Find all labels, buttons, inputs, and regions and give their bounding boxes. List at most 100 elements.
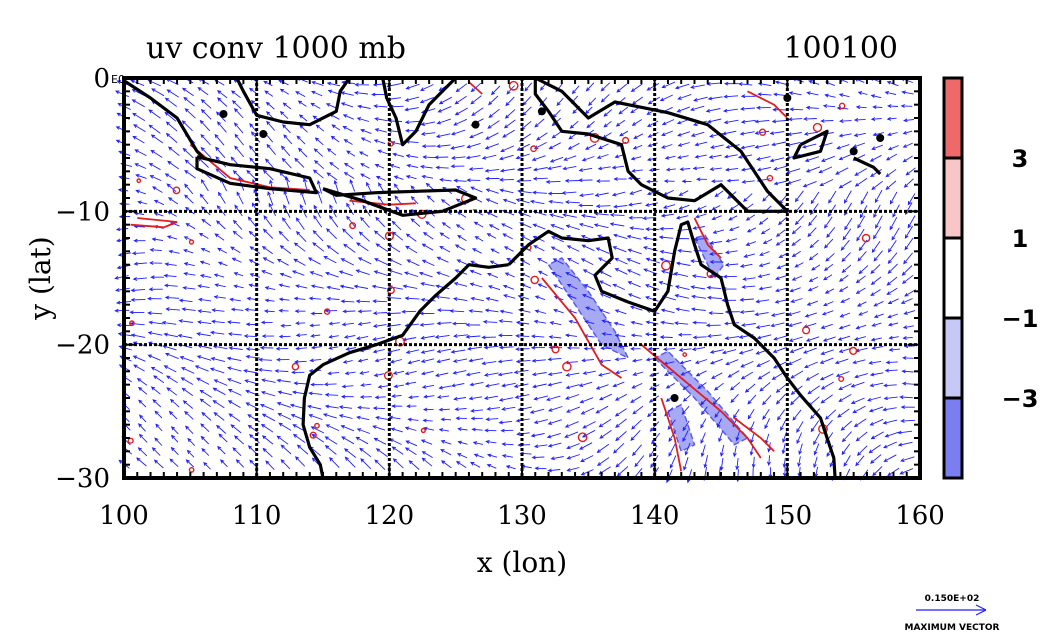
wind-vector xyxy=(340,299,355,304)
wind-vector xyxy=(728,215,738,221)
wind-vector xyxy=(310,426,325,434)
wind-vector xyxy=(808,253,819,261)
wind-vector xyxy=(419,96,434,104)
wind-vector xyxy=(609,212,625,217)
wind-vector xyxy=(787,117,803,122)
wind-vector xyxy=(341,436,355,445)
coastline xyxy=(322,187,478,217)
wind-vector xyxy=(841,252,851,262)
wind-vector xyxy=(531,358,547,363)
wind-vector xyxy=(231,257,242,263)
wind-vector xyxy=(889,216,898,231)
wind-vector xyxy=(150,275,164,280)
wind-vector xyxy=(153,375,165,384)
wind-vector xyxy=(837,335,851,341)
wind-vector xyxy=(841,443,851,456)
wind-vector xyxy=(342,359,353,364)
wind-vector xyxy=(595,204,611,209)
wind-vector xyxy=(312,169,324,179)
wind-vector xyxy=(264,298,275,303)
wind-vector xyxy=(267,191,274,206)
wind-vector xyxy=(130,333,146,338)
wind-vector xyxy=(481,361,497,366)
wind-vector xyxy=(747,394,757,405)
positive-contour xyxy=(640,344,762,459)
wind-vector xyxy=(645,257,660,264)
wind-vector xyxy=(333,179,339,193)
wind-vector xyxy=(693,96,708,102)
wind-vector xyxy=(549,156,564,163)
wind-vector xyxy=(714,190,724,198)
contour-blob xyxy=(188,466,195,473)
wind-vector xyxy=(758,262,771,267)
wind-vector xyxy=(197,284,210,289)
wind-vector xyxy=(406,404,417,409)
wind-vector xyxy=(293,381,308,386)
wind-vector xyxy=(884,431,899,438)
wind-vector xyxy=(835,167,849,175)
wind-vector xyxy=(805,166,821,173)
wind-vector xyxy=(694,154,707,159)
wind-vector xyxy=(790,370,804,379)
wind-vector xyxy=(151,88,165,97)
wind-vector xyxy=(813,443,820,456)
wind-vector xyxy=(790,298,803,303)
wind-vector xyxy=(823,263,834,272)
wind-vector xyxy=(788,336,803,342)
wind-vector xyxy=(436,144,451,149)
wind-vector xyxy=(485,132,499,140)
wind-vector xyxy=(757,273,771,278)
wind-vector xyxy=(180,377,194,385)
wind-vector xyxy=(485,439,497,444)
wind-vector xyxy=(306,404,322,410)
wind-vector xyxy=(391,446,404,455)
wind-vector xyxy=(871,180,883,191)
wind-vector xyxy=(565,406,581,413)
wind-vector xyxy=(374,358,386,363)
wind-vector xyxy=(566,454,580,460)
wind-vector xyxy=(659,226,674,231)
wind-vector xyxy=(166,235,178,240)
wind-vector xyxy=(580,213,596,218)
wind-vector xyxy=(775,229,786,237)
wind-vector xyxy=(871,322,882,327)
wind-vector xyxy=(899,395,913,400)
wind-vector xyxy=(197,297,212,302)
wind-vector xyxy=(278,308,289,313)
wind-vector xyxy=(280,323,292,328)
wind-vector xyxy=(631,358,643,363)
wind-vector xyxy=(552,308,564,314)
wind-vector xyxy=(164,111,177,122)
wind-vector xyxy=(150,134,163,144)
wind-vector xyxy=(678,204,690,210)
wind-vector xyxy=(454,407,467,412)
wind-vector xyxy=(349,179,356,192)
coastline xyxy=(235,77,351,127)
wind-vector xyxy=(260,390,276,397)
wind-vector xyxy=(199,389,212,398)
wind-vector xyxy=(356,415,370,421)
wind-vector xyxy=(743,193,753,202)
wind-vector xyxy=(357,405,370,410)
wind-vector xyxy=(679,359,692,365)
wind-vector xyxy=(751,456,756,469)
wind-vector xyxy=(840,297,850,303)
wind-vector xyxy=(358,151,369,157)
wind-vector xyxy=(870,117,882,122)
wind-vector xyxy=(857,251,867,262)
wind-vector xyxy=(696,177,707,182)
wind-vector xyxy=(233,284,244,289)
y-tick-label: −30 xyxy=(55,464,110,494)
wind-vector xyxy=(436,271,450,277)
x-tick-label: 160 xyxy=(895,501,945,531)
wind-vector xyxy=(778,216,788,226)
wind-vector xyxy=(401,309,417,314)
wind-vector xyxy=(775,239,785,246)
wind-vector xyxy=(548,142,561,150)
wind-vector xyxy=(869,454,882,464)
wind-vector xyxy=(490,85,501,96)
wind-vector xyxy=(327,371,340,376)
wind-vector xyxy=(486,406,500,411)
wind-vector xyxy=(531,455,545,460)
wind-vector xyxy=(293,359,307,364)
